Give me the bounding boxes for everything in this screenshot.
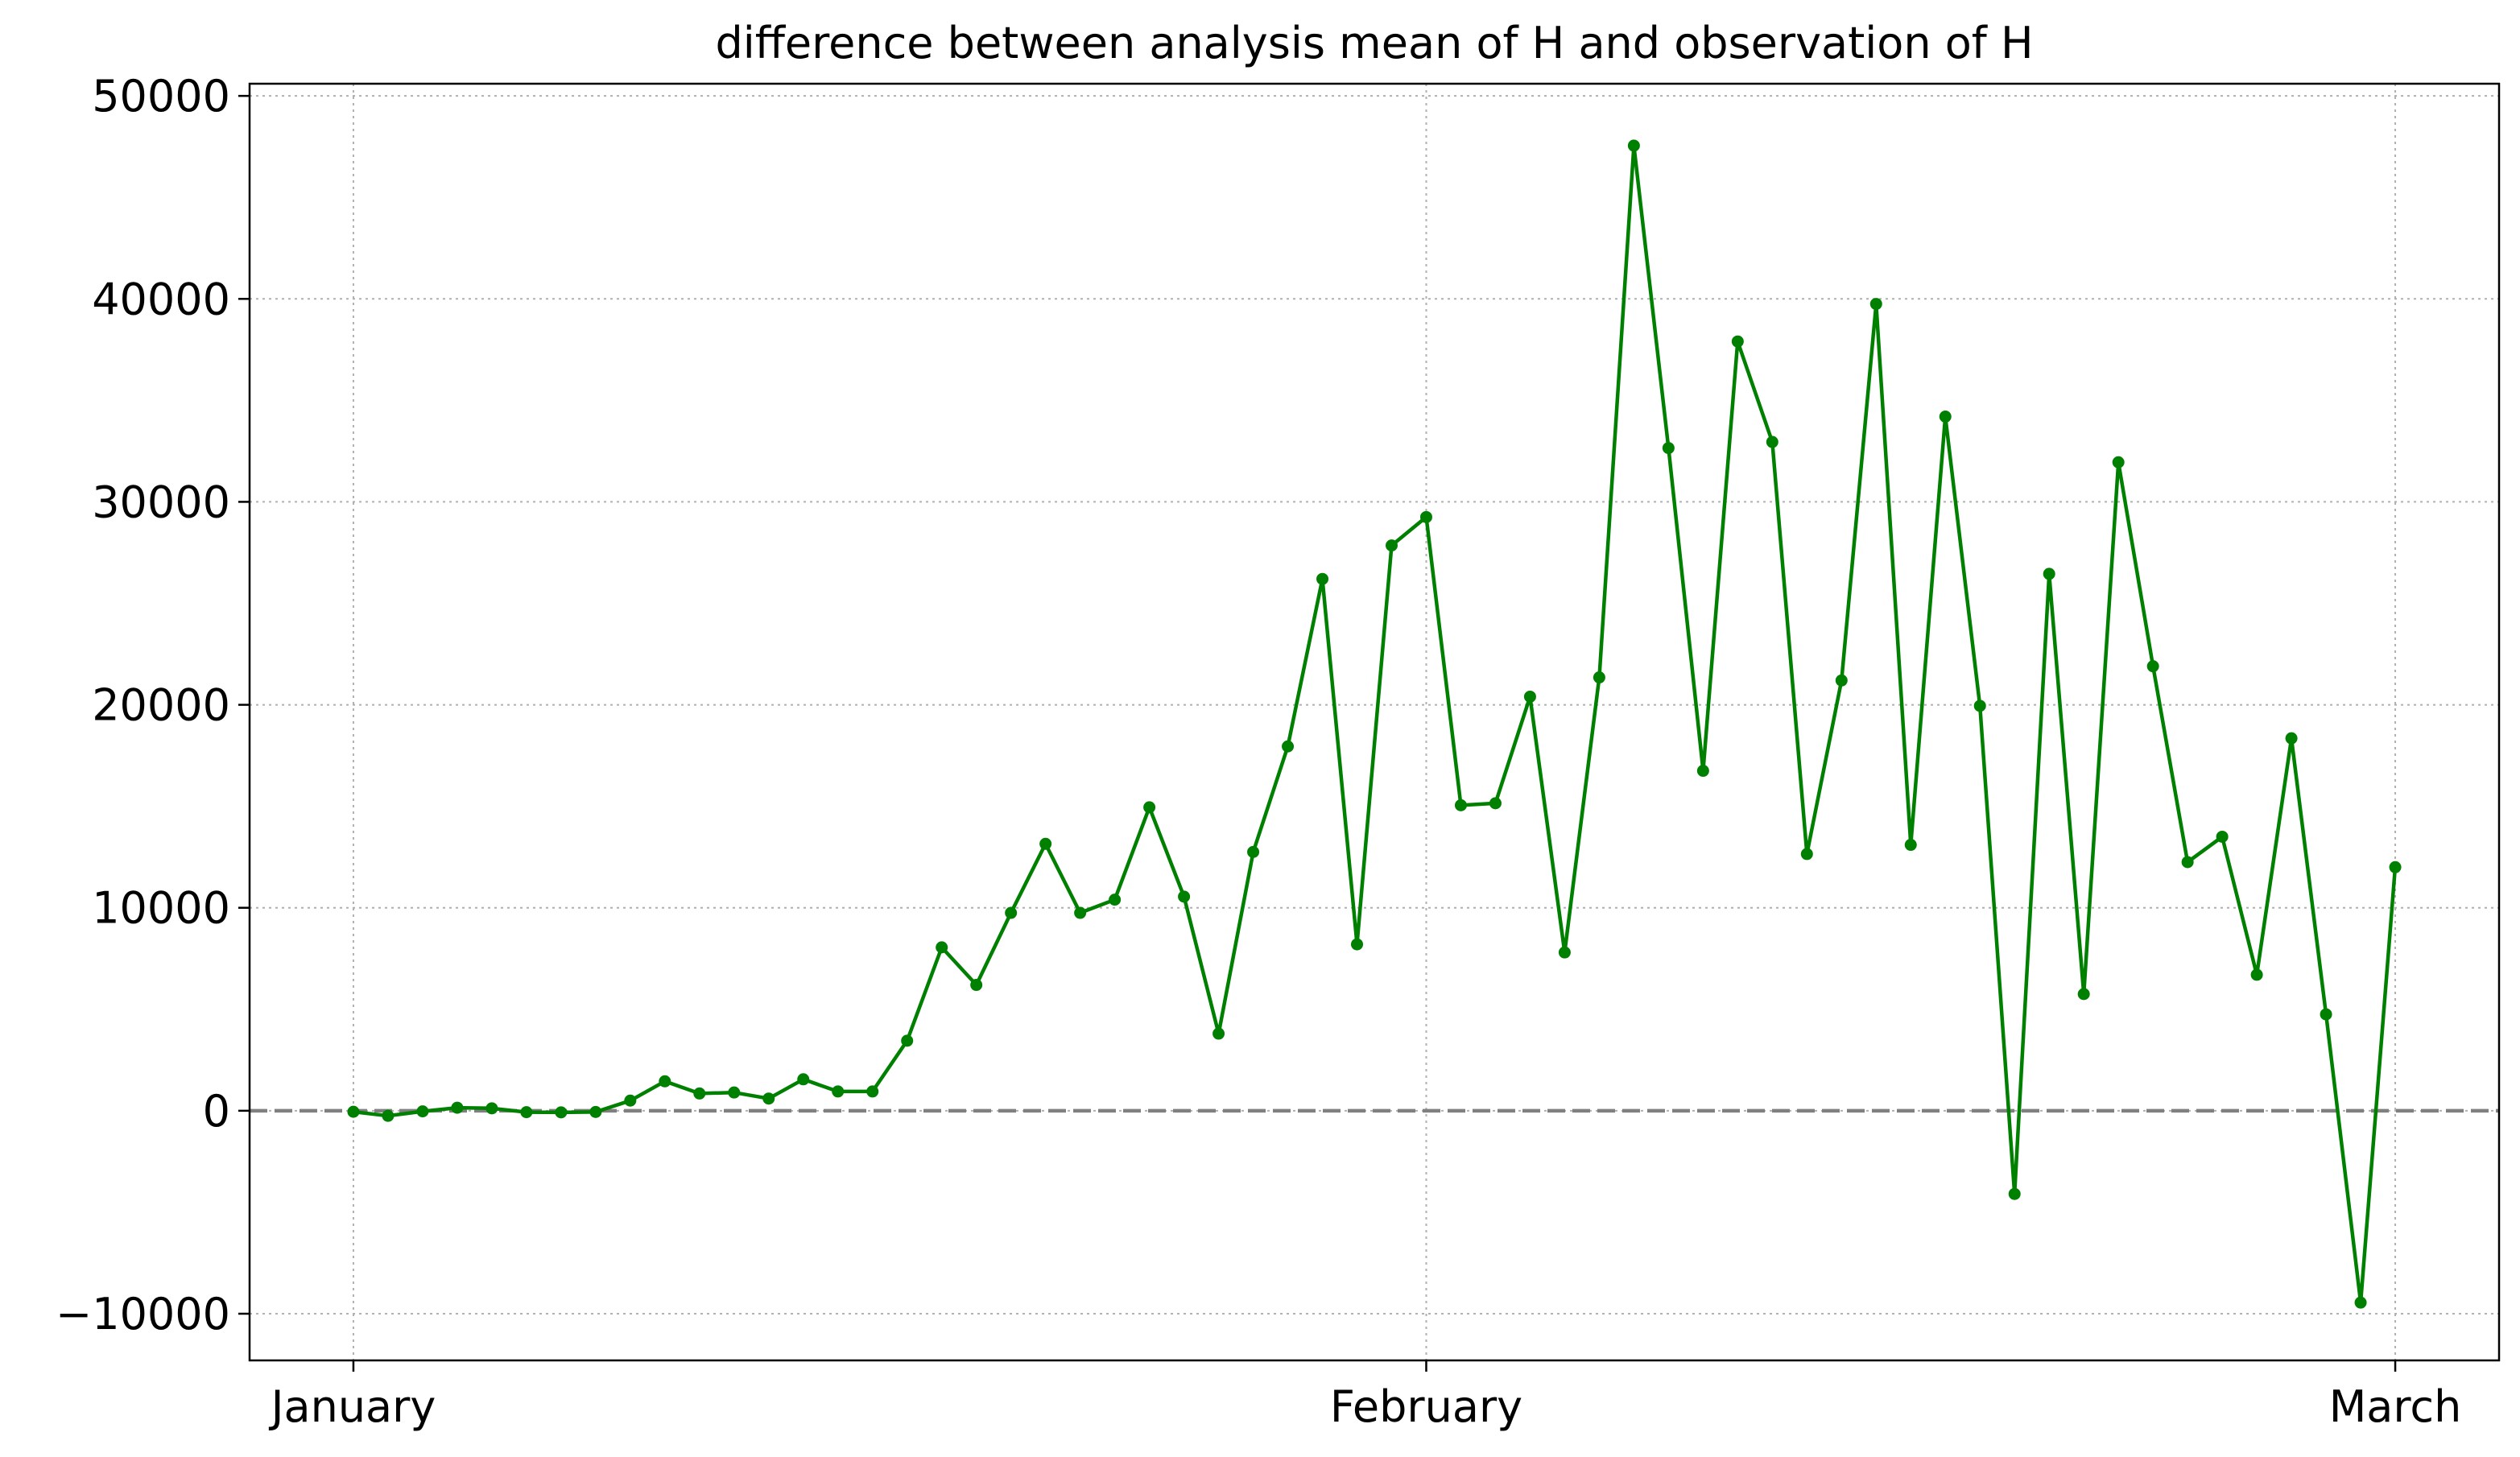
y-tick-label: 50000 [92,71,230,122]
plot-frame [248,82,2501,1362]
data-point: Jan 1: -50 [347,1105,360,1118]
data-point: Jan 28: 17950 [1282,740,1295,753]
data-point: Jan 10: 1450 [659,1075,671,1088]
data-point: Feb 20: 5750 [2077,988,2090,1001]
data-point: Feb 11: 32950 [1766,435,1778,448]
data-point: Feb 25: 6700 [2250,968,2263,981]
data-point: Jan 23: 10400 [1109,894,1122,906]
data-point: Jan 27: 12750 [1247,845,1260,858]
data-point: Feb 5: 7800 [1558,946,1571,959]
x-tick-label: January [269,1381,436,1432]
data-point: Jan 9: 500 [624,1094,637,1107]
y-tick-label: 30000 [92,477,230,527]
data-point: Jan 14: 1550 [797,1073,810,1086]
data-point: Feb 19: 26450 [2043,568,2055,580]
data-point: Jan 2: -250 [382,1109,395,1122]
data-point: Feb 15: 13100 [1904,839,1917,852]
data-point: Feb 4: 20400 [1523,690,1536,703]
data-point: Jan 5: 120 [485,1102,498,1115]
data-point: Jan 18: 8050 [936,941,948,954]
data-point: Feb 23: 12250 [2181,856,2194,869]
data-point: Jan 31: 27850 [1385,539,1398,552]
data-point: Feb 13: 21200 [1835,674,1848,687]
data-point: Jan 6: -70 [520,1106,533,1119]
x-tick-label: February [1330,1381,1522,1432]
data-point: Jan 4: 150 [451,1101,464,1114]
data-point: Feb 28: -9450 [2354,1296,2367,1309]
series-line [353,143,2398,1305]
data-point: Jan 15: 950 [832,1085,845,1098]
x-tick-label: March [2329,1381,2462,1432]
y-tick-label: 0 [203,1086,230,1137]
data-point: Feb 10: 37900 [1731,335,1744,348]
chart-title: difference between analysis mean of H an… [715,18,2033,68]
data-point: Jan 16: 950 [866,1085,879,1098]
data-point: Jan 8: -60 [589,1105,602,1118]
y-tick-label: 10000 [92,883,230,934]
data-point: Feb 16: 34200 [1939,411,1952,423]
data-point: Jan 29: 26200 [1316,572,1329,585]
data-point: Feb 6: 21350 [1593,671,1605,684]
data-point: Feb 2: 15050 [1454,799,1467,811]
data-point: Jan 11: 850 [693,1087,706,1100]
data-point: Jan 21: 13150 [1039,837,1052,850]
data-point: Jan 19: 6200 [970,979,983,992]
data-point: Jan 20: 9750 [1005,906,1018,919]
data-point: Feb 21: 31950 [2112,456,2125,468]
data-point: Jan 26: 3800 [1212,1027,1225,1040]
y-tick-label: 20000 [92,680,230,731]
data-point: Jan 22: 9750 [1074,906,1087,919]
data-point: Feb 8: 32650 [1662,442,1675,455]
data-point: Feb 7: 47550 [1627,139,1640,152]
y-tick-label: −10000 [56,1289,230,1339]
data-point: Jan 30: 8200 [1351,938,1364,951]
data-point: Jan 3: -30 [416,1105,429,1118]
data-point: Jan 12: 900 [728,1086,741,1099]
data-point: Feb 14: 39750 [1869,298,1882,311]
data-point: Feb 29: 12000 [2389,861,2402,873]
axis-layer: −10000 0 10000 20000 30000 40000 50000 January F… [56,71,2461,1432]
data-point: Feb 27: 4750 [2320,1008,2332,1021]
data-point: Jan 25: 10550 [1178,890,1191,903]
data-point: Feb 12: 12650 [1800,848,1813,861]
data-point: Jan 13: 600 [762,1092,775,1105]
data-point: Jan 7: -80 [555,1106,568,1119]
data-point: Feb 24: 13500 [2216,830,2229,843]
data-point: Feb 3: 15150 [1489,797,1502,810]
data-point: Feb 1: 29250 [1419,510,1432,523]
data-point: Feb 17: 19950 [1973,700,1986,712]
series-layer: Jan 1: -50 Jan 2: -250 Jan 3: -30 Jan 4: 15… [347,139,2402,1309]
data-point: Feb 9: 16750 [1696,765,1709,778]
data-point: Feb 26: 18350 [2285,732,2298,745]
data-point: Jan 17: 3450 [901,1034,914,1047]
data-point: Jan 24: 14950 [1143,801,1156,814]
data-point: Feb 22: 21900 [2146,660,2159,673]
y-tick-label: 40000 [92,274,230,324]
data-point: Feb 18: -4100 [2008,1187,2021,1200]
